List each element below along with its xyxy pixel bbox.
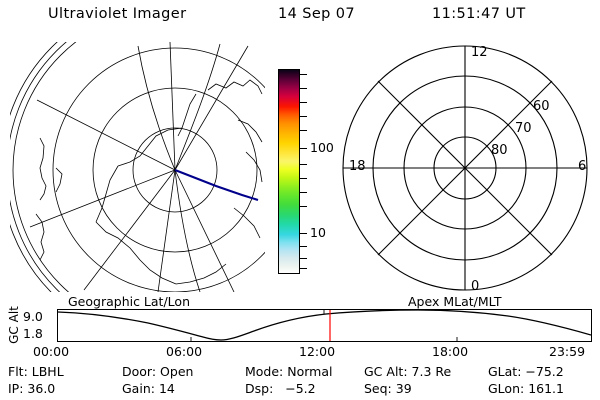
- geo-meridian: [157, 169, 176, 292]
- orbit-altitude-strip-plot[interactable]: Geographic Lat/Lon Apex MLat/MLT GC Alt …: [0, 294, 600, 359]
- mlt-spoke-diagonal: [377, 80, 553, 256]
- mlt-label-0: 0: [471, 279, 479, 294]
- status-dsp: Dsp: −5.2: [245, 381, 316, 396]
- colorbar-minor-tick: [300, 88, 307, 89]
- strip-xtick-label-0000: 00:00: [33, 344, 70, 359]
- strip-xtick-label-1800: 18:00: [432, 344, 469, 359]
- strip-plot-frame[interactable]: [57, 309, 592, 342]
- status-mode: Mode: Normal: [245, 364, 333, 379]
- strip-xtick-label-0600: 06:00: [166, 344, 203, 359]
- colorbar-minor-tick: [300, 102, 307, 103]
- geo-meridian: [169, 42, 176, 171]
- geo-meridian: [36, 99, 176, 171]
- colorbar-minor-tick: [300, 192, 307, 193]
- mlt-dial-svg: 12 6 0 18 60 70 80: [342, 45, 588, 294]
- strip-y-axis-label: GC Alt: [7, 306, 21, 344]
- geo-meridian-arc: [137, 45, 176, 171]
- geo-meridian-arc: [174, 169, 201, 292]
- colorbar-tick-label-100: 100: [310, 140, 334, 155]
- mlat-label-70: 70: [515, 121, 532, 136]
- mlt-spoke-group: [343, 46, 587, 290]
- status-flt: Flt: LBHL: [8, 364, 64, 379]
- geo-meridian: [174, 45, 249, 171]
- gc-altitude-curve: [58, 310, 591, 341]
- status-row-2: IP: 36.0 Gain: 14 Dsp: −5.2 Seq: 39 GLon…: [0, 381, 600, 398]
- status-gain: Gain: 14: [122, 381, 175, 396]
- colorbar-panel[interactable]: photon cm-2s-1 100 10: [262, 52, 338, 292]
- mlt-dial-panel[interactable]: 12 6 0 18 60 70 80: [335, 42, 595, 294]
- status-door: Door: Open: [122, 364, 194, 379]
- instrument-title: Ultraviolet Imager: [48, 6, 187, 22]
- colorbar-gradient: [278, 69, 300, 274]
- colorbar-minor-tick: [300, 246, 307, 247]
- colorbar-minor-tick: [300, 130, 307, 131]
- status-glon: GLon: 161.1: [488, 381, 564, 396]
- colorbar-minor-tick: [300, 164, 307, 165]
- colorbar-minor-tick: [300, 268, 307, 269]
- geographic-map-svg: [10, 42, 265, 292]
- spacecraft-ground-track: [174, 169, 259, 202]
- geo-latitude-circle: [10, 42, 67, 292]
- geo-latitude-circle: [52, 47, 265, 292]
- strip-ytick-low: 1.8: [23, 326, 43, 341]
- strip-xtick-group: [190, 310, 458, 341]
- mlt-panel-caption: Apex MLat/MLT: [408, 294, 502, 309]
- geo-latitude-circle: [132, 127, 218, 213]
- observation-date: 14 Sep 07: [278, 6, 356, 22]
- colorbar-major-tick-10: [300, 233, 307, 234]
- status-seq: Seq: 39: [364, 381, 412, 396]
- geo-meridian: [174, 169, 235, 292]
- colorbar-tick-label-10: 10: [310, 225, 326, 240]
- status-bar: Flt: LBHL Door: Open Mode: Normal GC Alt…: [0, 364, 600, 398]
- colorbar-minor-tick: [300, 206, 307, 207]
- colorbar-minor-tick: [300, 116, 307, 117]
- coastline-group: [35, 79, 263, 285]
- mlat-label-80: 80: [491, 143, 508, 158]
- altitude-curve-svg: [58, 310, 591, 341]
- geo-meridian: [29, 169, 176, 228]
- geo-meridian: [83, 169, 176, 291]
- header-bar: Ultraviolet Imager 14 Sep 07 11:51:47 UT: [0, 6, 600, 28]
- colorbar-minor-tick: [300, 178, 307, 179]
- geo-meridian-arc: [174, 43, 221, 171]
- strip-ytick-high: 9.0: [23, 309, 43, 324]
- status-ip: IP: 36.0: [8, 381, 56, 396]
- geo-panel-caption: Geographic Lat/Lon: [68, 294, 190, 309]
- status-glat: GLat: −75.2: [488, 364, 564, 379]
- geographic-map-panel[interactable]: [10, 42, 265, 292]
- geo-latitude-circle: [92, 87, 258, 253]
- mlt-label-12: 12: [471, 45, 488, 60]
- status-gc-alt: GC Alt: 7.3 Re: [364, 364, 452, 379]
- colorbar-minor-tick: [300, 258, 307, 259]
- strip-xtick-label-1200: 12:00: [299, 344, 336, 359]
- colorbar-major-tick-100: [300, 148, 307, 149]
- colorbar-minor-tick: [300, 74, 307, 75]
- observation-time: 11:51:47 UT: [432, 6, 526, 22]
- strip-xtick-label-2359: 23:59: [549, 344, 586, 359]
- geo-latitude-circle: [12, 42, 77, 292]
- mlt-label-18: 18: [349, 159, 366, 174]
- geo-latitude-circle: [10, 42, 58, 292]
- geo-meridian-group: [29, 42, 249, 292]
- mlat-label-60: 60: [533, 99, 550, 114]
- status-row-1: Flt: LBHL Door: Open Mode: Normal GC Alt…: [0, 364, 600, 381]
- mlt-label-6: 6: [578, 159, 586, 174]
